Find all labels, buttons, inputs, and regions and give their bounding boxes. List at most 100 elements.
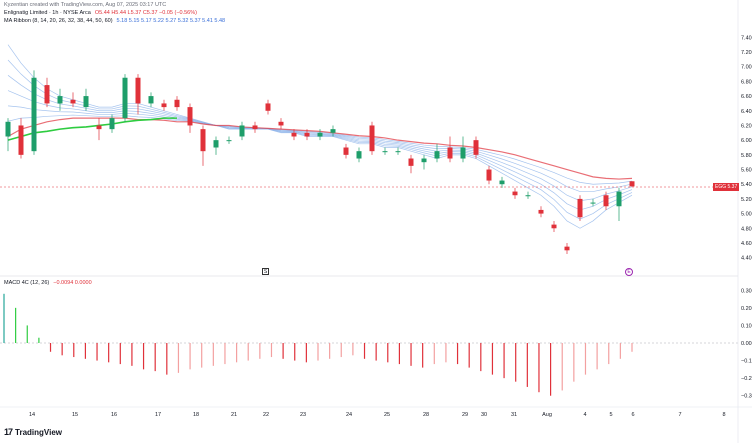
price-axis-tick: 4.60 <box>741 241 752 247</box>
split-marker[interactable]: S <box>262 268 269 275</box>
candle-body <box>200 129 206 152</box>
candle-body <box>434 151 440 159</box>
event-marker[interactable]: E <box>625 268 633 276</box>
candle-body <box>239 125 245 137</box>
ma-ribbon-label: MA Ribbon (8, 14, 20, 26, 32, 38, 44, 50… <box>4 18 113 24</box>
price-axis-tick: 6.00 <box>741 138 752 144</box>
macd-axis-tick: −0.1000 <box>741 359 752 365</box>
price-tag-symbol: EGG <box>715 184 727 190</box>
candle-body <box>369 125 375 152</box>
macd-axis-tick: 0.3000 <box>741 288 752 294</box>
candle-body <box>122 77 128 119</box>
price-axis-tick: 7.40 <box>741 35 752 41</box>
candle-body <box>343 147 349 155</box>
candle-body <box>252 125 258 130</box>
price-tag-value: 5.37 <box>727 184 738 190</box>
price-axis-tick: 5.80 <box>741 153 752 159</box>
candle-body <box>57 96 63 104</box>
macd-axis: 0.3000 0.2000 0.1000 0.0000 −0.1000 −0.2000 −0… <box>741 288 752 399</box>
time-axis-tick: 4 <box>583 412 586 418</box>
time-axis-tick: 17 <box>155 412 161 418</box>
time-axis-tick: 15 <box>72 412 78 418</box>
candle-body <box>304 132 310 137</box>
ma-ribbon-values: 5.18 5.15 5.17 5.22 5.27 5.32 5.37 5.41 … <box>116 18 226 24</box>
candle-body <box>590 202 596 204</box>
candle-body <box>512 191 518 196</box>
candle-body <box>213 140 219 148</box>
candles <box>5 70 635 254</box>
candle-body <box>317 132 323 137</box>
candle-body <box>330 129 336 133</box>
candle-body <box>629 181 635 187</box>
candle-body <box>564 246 570 251</box>
candle-body <box>421 158 427 163</box>
candle-body <box>161 103 167 108</box>
macd-legend[interactable]: MACD 4C (12, 26) −0.0094 0.0000 <box>4 280 92 286</box>
price-axis-tick: 6.40 <box>741 109 752 115</box>
ma-slow-line <box>7 117 633 180</box>
candle-body <box>278 121 284 126</box>
time-axis-tick: 14 <box>29 412 35 418</box>
watermark-text: Kyzentian created with TradingView.com, … <box>4 2 167 8</box>
price-axis-tick: 5.00 <box>741 212 752 218</box>
candle-body <box>408 158 414 166</box>
candle-body <box>135 77 141 104</box>
time-axis-tick: 29 <box>462 412 468 418</box>
candle-body <box>499 180 505 185</box>
macd-axis-tick: −0.3000 <box>741 394 752 400</box>
time-axis-tick: 22 <box>263 412 269 418</box>
time-axis-tick: 8 <box>722 412 725 418</box>
tradingview-logo-text: TradingView <box>15 427 62 437</box>
ohlc-values: O5.44 H5.44 L5.37 C5.37 −0.05 (−0.56%) <box>94 10 197 16</box>
price-axis-tick: 6.80 <box>741 79 752 85</box>
symbol-name: Enlignatig Limited · 1h · NYSE Arca <box>4 10 91 16</box>
ma-ribbon-line <box>7 75 633 211</box>
time-axis-tick: 21 <box>231 412 237 418</box>
macd-axis-tick: 0.2000 <box>741 306 752 312</box>
time-axis-tick: 5 <box>609 412 612 418</box>
tradingview-logo-icon: 17 <box>4 427 13 437</box>
time-axis-tick: 25 <box>384 412 390 418</box>
macd-label: MACD 4C (12, 26) <box>4 280 50 286</box>
time-axis-tick: 31 <box>511 412 517 418</box>
candle-body <box>447 147 453 159</box>
time-axis-tick: 16 <box>111 412 117 418</box>
candle-body <box>18 125 24 155</box>
ma-ribbon-legend[interactable]: MA Ribbon (8, 14, 20, 26, 32, 38, 44, 50… <box>4 18 225 24</box>
price-axis-tick: 6.20 <box>741 123 752 129</box>
candle-body <box>174 99 180 108</box>
candle-body <box>538 209 544 214</box>
macd-axis-tick: 0.1000 <box>741 323 752 329</box>
time-axis-tick: 28 <box>423 412 429 418</box>
candle-body <box>551 224 557 229</box>
candle-body <box>291 132 297 137</box>
time-axis-tick: 7 <box>678 412 681 418</box>
candle-body <box>31 77 37 152</box>
candle-body <box>525 195 531 197</box>
candle-body <box>83 96 89 108</box>
candle-body <box>187 107 193 126</box>
macd-histogram <box>3 293 633 396</box>
candle-body <box>148 96 154 104</box>
symbol-legend[interactable]: Enlignatig Limited · 1h · NYSE Arca O5.4… <box>4 10 197 16</box>
price-axis: 7.40 7.20 7.00 6.80 6.60 6.40 6.20 6.00 5.80 5.60… <box>741 35 752 261</box>
macd-axis-tick: −0.2000 <box>741 376 752 382</box>
candle-body <box>616 191 622 207</box>
candle-body <box>577 198 583 218</box>
price-axis-tick: 5.40 <box>741 182 752 188</box>
price-axis-tick: 4.80 <box>741 226 752 232</box>
time-axis-tick: 24 <box>346 412 352 418</box>
macd-values: −0.0094 0.0000 <box>53 280 92 286</box>
time-axis-tick: 23 <box>300 412 306 418</box>
ma-ribbon-line <box>7 105 633 192</box>
last-price-tag: EGG 5.37 <box>713 183 740 191</box>
candle-body <box>5 121 11 137</box>
candle-body <box>473 140 479 155</box>
time-axis: 14 15 16 17 18 21 22 23 24 25 28 29 30 31 Aug 4 5 6 7 8 <box>29 412 726 418</box>
tradingview-logo[interactable]: 17 TradingView <box>4 427 62 437</box>
price-axis-tick: 5.20 <box>741 197 752 203</box>
candle-body <box>382 151 388 153</box>
candle-body <box>603 195 609 207</box>
time-axis-tick: 6 <box>631 412 634 418</box>
